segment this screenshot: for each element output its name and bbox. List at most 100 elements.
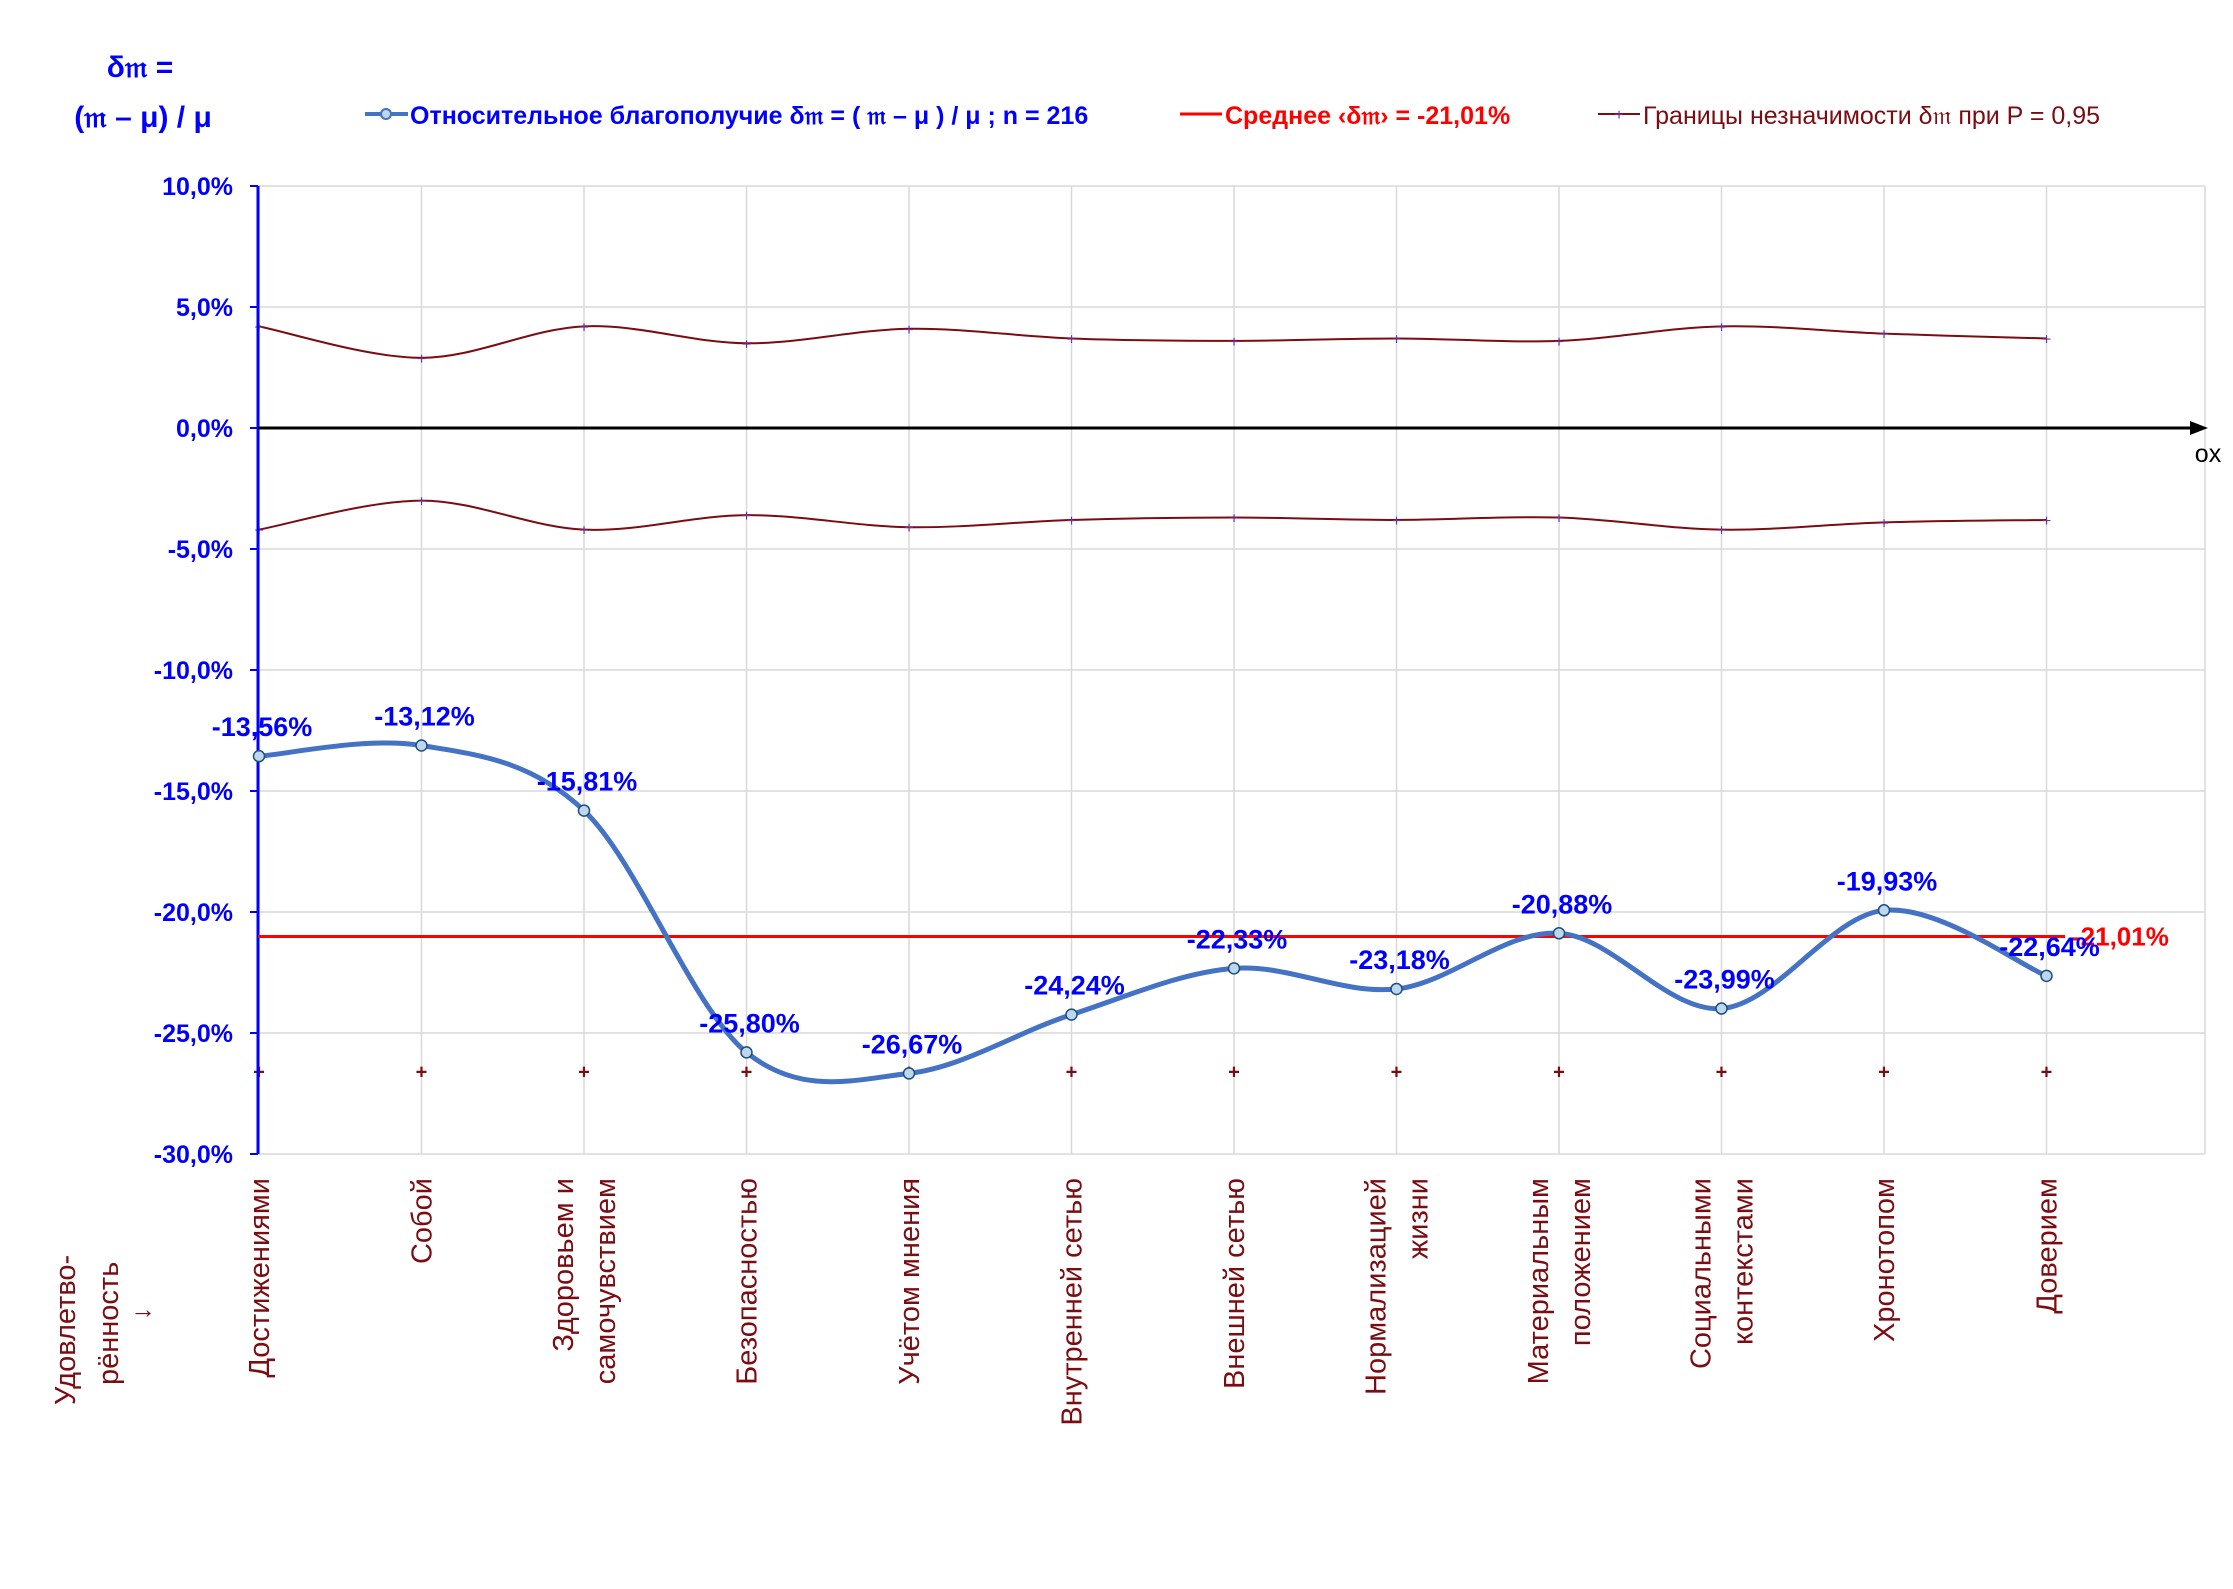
main-series-point <box>577 804 591 817</box>
bounds-lower-marker: + <box>904 520 913 537</box>
y-tick-label: 10,0% <box>162 173 233 201</box>
data-label: -22,64% <box>1999 932 2100 962</box>
bounds-lower-marker: + <box>579 523 588 540</box>
data-label: -22,33% <box>1187 924 1288 954</box>
legend-main-series: Относительное благополучие δ𝔪 = ( 𝔪 – μ … <box>410 102 1088 130</box>
bounds-bottom-marker: + <box>416 1062 428 1084</box>
bounds-bottom-marker: + <box>1391 1062 1403 1084</box>
category-label: положением <box>1565 1178 1597 1346</box>
data-label: -13,12% <box>374 702 475 732</box>
bounds-lower-marker: + <box>2042 513 2051 530</box>
y-tick-label: -10,0% <box>154 657 233 685</box>
x-axis-end-label: ox <box>2195 440 2222 468</box>
category-label: Достижениями <box>244 1178 276 1378</box>
category-label: Доверием <box>2032 1178 2064 1314</box>
bounds-upper-marker: + <box>904 322 913 339</box>
category-label: Внешней сетью <box>1219 1178 1251 1389</box>
bounds-bottom-marker: + <box>1066 1062 1078 1084</box>
main-series-point <box>2040 969 2053 983</box>
data-label: -15,81% <box>537 767 638 797</box>
data-label: -23,18% <box>1349 945 1450 975</box>
bounds-upper-marker: + <box>1717 319 1726 336</box>
svg-text:+: + <box>1614 107 1623 124</box>
bounds-upper-marker: + <box>1879 327 1888 344</box>
y-tick-label: 5,0% <box>176 294 233 322</box>
bounds-bottom-marker: + <box>578 1062 590 1084</box>
bounds-lower-marker: + <box>1392 513 1401 530</box>
significance-bounds: ++++++++++++++++++++++++++++++++++++ <box>253 319 2052 1083</box>
data-label: -24,24% <box>1024 971 1125 1001</box>
y-tick-label: -30,0% <box>154 1141 233 1169</box>
bounds-upper-marker: + <box>1392 331 1401 348</box>
bounds-bottom-marker: + <box>1553 1062 1565 1084</box>
bounds-lower-marker: + <box>742 508 751 525</box>
category-labels: Достижениями Собой Здоровьем и самочувствие… <box>244 1178 2064 1426</box>
category-label: Хронотопом <box>1869 1178 1901 1342</box>
mean-label: -21,01% <box>2072 921 2169 951</box>
bounds-upper-line <box>258 325 2047 359</box>
data-label: -25,80% <box>699 1008 800 1038</box>
main-series-point <box>415 739 428 752</box>
y-tick-label: -5,0% <box>168 536 233 564</box>
bounds-bottom-marker: + <box>2041 1062 2053 1084</box>
bounds-upper-marker: + <box>2042 331 2051 348</box>
y-tick-label: -25,0% <box>154 1020 233 1048</box>
main-series <box>252 739 2053 1085</box>
main-series-point <box>1877 904 1891 917</box>
data-label: -26,67% <box>862 1029 963 1059</box>
x-axis-left-label-line1: Удовлетво- <box>50 1255 82 1405</box>
category-label: Социальными <box>1686 1178 1718 1369</box>
data-label: -13,56% <box>212 712 313 742</box>
legend-bounds: Границы незначимости δ𝔪 при P = 0,95 <box>1643 102 2100 130</box>
main-series-point <box>902 1067 916 1080</box>
bounds-bottom-marker: + <box>741 1062 753 1084</box>
main-series-point <box>1715 1002 1728 1015</box>
category-label: Учётом мнения <box>894 1178 926 1385</box>
bounds-upper-marker: + <box>1067 331 1076 348</box>
legend: Относительное благополучие δ𝔪 = ( 𝔪 – μ … <box>365 102 2100 130</box>
y-axis-label-line2: (𝔪 – μ) / μ <box>74 101 212 134</box>
data-label: -20,88% <box>1512 889 1613 919</box>
legend-mean: Среднее ‹δ𝔪› = -21,01% <box>1225 102 1510 130</box>
y-tick-label: 0,0% <box>176 415 233 443</box>
main-series-point <box>1227 962 1241 975</box>
main-series-point <box>740 1046 753 1059</box>
bounds-upper-marker: + <box>742 336 751 353</box>
category-label: контекстами <box>1728 1178 1760 1345</box>
category-label: самочувствием <box>590 1178 622 1384</box>
y-axis-ticks: 10,0% 5,0% 0,0% -5,0% -10,0% -15,0% -20,0% -25,… <box>154 173 258 1169</box>
bounds-bottom-marker: + <box>1716 1062 1728 1084</box>
bounds-lower-marker: + <box>1554 511 1563 528</box>
bounds-lower-marker: + <box>1717 523 1726 540</box>
data-label: -23,99% <box>1674 965 1775 995</box>
bounds-upper-marker: + <box>1229 334 1238 351</box>
mean-line-group: -21,01% <box>258 921 2169 951</box>
bounds-lower-marker: + <box>1229 511 1238 528</box>
x-axis-left-label-line2: рённость <box>93 1262 125 1385</box>
bounds-upper-marker: + <box>1554 334 1563 351</box>
x-axis-left-label-arrow: → <box>130 1294 156 1324</box>
bounds-lower-marker: + <box>417 494 426 511</box>
bounds-bottom-marker: + <box>1228 1062 1240 1084</box>
data-label: -19,93% <box>1837 866 1938 896</box>
bounds-lower-line <box>258 499 2047 531</box>
data-labels: -13,56% -13,12% -15,81% -25,80% -26,67% -24,2… <box>212 702 2100 1060</box>
category-label: Нормализацией <box>1361 1178 1393 1395</box>
bounds-upper-marker: + <box>417 351 426 368</box>
main-series-point <box>1552 927 1566 940</box>
category-label: Внутренней сетью <box>1057 1178 1089 1426</box>
x-axis-left-label: Удовлетво- рённость → <box>50 1255 156 1405</box>
category-label: жизни <box>1403 1178 1435 1259</box>
category-label: Материальным <box>1523 1178 1555 1384</box>
x-axis-arrow-icon <box>2190 421 2208 435</box>
bounds-lower-marker: + <box>1879 515 1888 532</box>
category-label: Здоровьем и <box>548 1178 580 1352</box>
axes <box>256 186 2208 1154</box>
category-label: Собой <box>407 1178 439 1264</box>
bounds-lower-marker: + <box>1067 513 1076 530</box>
main-series-point <box>1390 982 1403 996</box>
category-label: Безопасностью <box>732 1178 764 1385</box>
main-series-point <box>252 749 266 763</box>
main-series-point <box>1065 1008 1078 1021</box>
